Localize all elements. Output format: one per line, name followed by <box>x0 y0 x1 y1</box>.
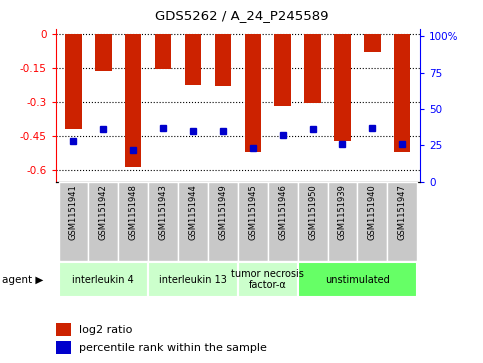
Bar <box>334 34 351 140</box>
Bar <box>95 34 112 71</box>
Bar <box>298 182 327 261</box>
Bar <box>58 262 148 297</box>
Text: GSM1151941: GSM1151941 <box>69 184 78 240</box>
Text: GSM1151944: GSM1151944 <box>188 184 198 240</box>
Text: GSM1151942: GSM1151942 <box>99 184 108 240</box>
Bar <box>208 182 238 261</box>
Bar <box>268 182 298 261</box>
Bar <box>155 34 171 69</box>
Bar <box>178 182 208 261</box>
Bar <box>357 182 387 261</box>
Text: GSM1151939: GSM1151939 <box>338 184 347 240</box>
Text: agent ▶: agent ▶ <box>2 274 44 285</box>
Text: GSM1151947: GSM1151947 <box>398 184 407 240</box>
Bar <box>65 34 82 129</box>
Text: GSM1151949: GSM1151949 <box>218 184 227 240</box>
Bar <box>58 182 88 261</box>
Bar <box>238 182 268 261</box>
Bar <box>125 34 142 167</box>
Bar <box>244 34 261 152</box>
Bar <box>185 34 201 85</box>
Text: percentile rank within the sample: percentile rank within the sample <box>79 343 267 353</box>
Bar <box>298 262 417 297</box>
Text: GSM1151946: GSM1151946 <box>278 184 287 240</box>
Text: interleukin 13: interleukin 13 <box>159 274 227 285</box>
Bar <box>327 182 357 261</box>
Text: interleukin 4: interleukin 4 <box>72 274 134 285</box>
Bar <box>238 262 298 297</box>
Text: GDS5262 / A_24_P245589: GDS5262 / A_24_P245589 <box>155 9 328 22</box>
Text: GSM1151945: GSM1151945 <box>248 184 257 240</box>
Bar <box>56 341 71 354</box>
Bar <box>394 34 411 152</box>
Bar <box>118 182 148 261</box>
Bar <box>148 262 238 297</box>
Text: GSM1151943: GSM1151943 <box>158 184 168 240</box>
Text: unstimulated: unstimulated <box>325 274 390 285</box>
Bar <box>88 182 118 261</box>
Bar <box>274 34 291 106</box>
Bar <box>56 323 71 336</box>
Text: tumor necrosis
factor-α: tumor necrosis factor-α <box>231 269 304 290</box>
Bar <box>215 34 231 86</box>
Bar <box>364 34 381 52</box>
Text: GSM1151948: GSM1151948 <box>129 184 138 240</box>
Bar <box>387 182 417 261</box>
Bar <box>304 34 321 103</box>
Bar <box>148 182 178 261</box>
Text: GSM1151950: GSM1151950 <box>308 184 317 240</box>
Text: GSM1151940: GSM1151940 <box>368 184 377 240</box>
Text: log2 ratio: log2 ratio <box>79 325 132 335</box>
